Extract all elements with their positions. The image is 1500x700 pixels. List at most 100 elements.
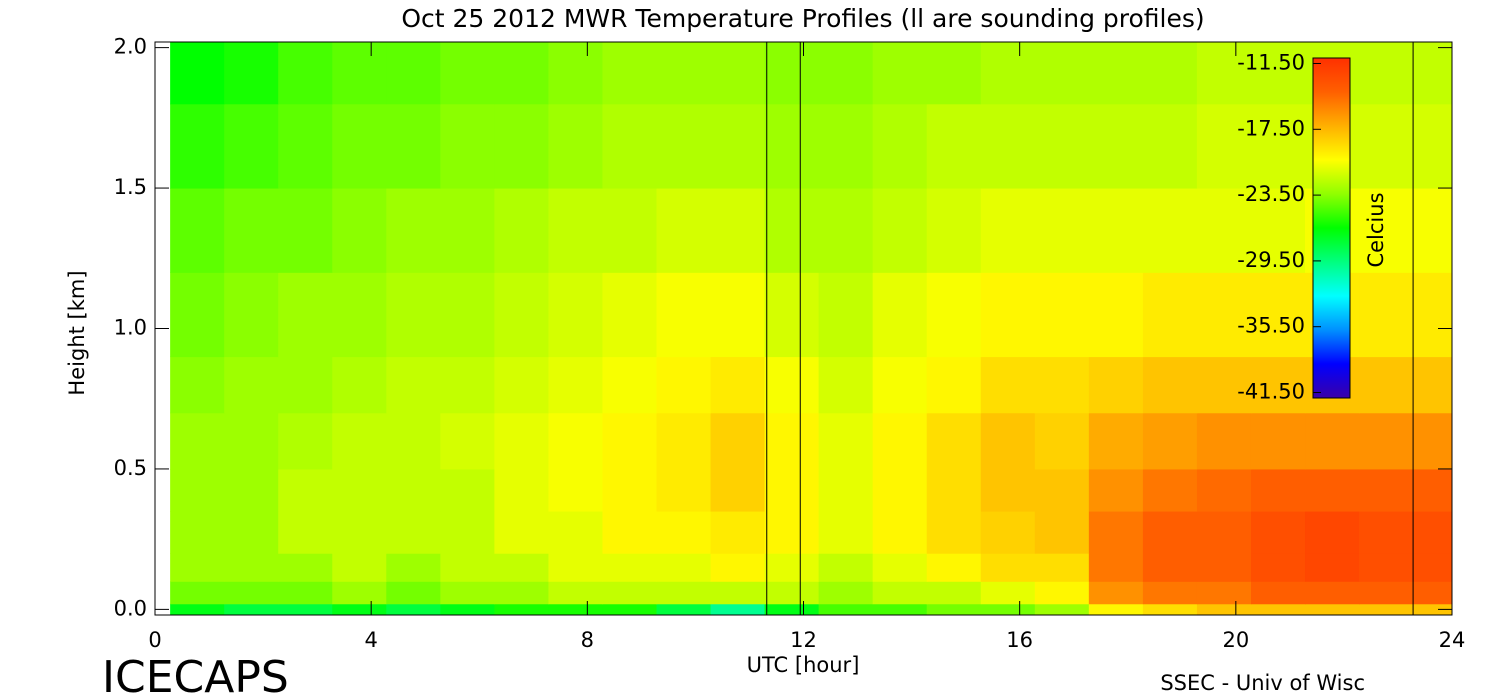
heatmap-cell <box>602 356 658 414</box>
heatmap-cell <box>980 42 1036 105</box>
heatmap-cell <box>1196 103 1252 189</box>
heatmap-cell <box>602 581 658 605</box>
heatmap-cell <box>386 272 441 358</box>
heatmap-cell <box>224 581 279 605</box>
heatmap-cell <box>1250 468 1306 512</box>
heatmap-cell <box>170 412 225 470</box>
heatmap-cell <box>872 468 928 512</box>
heatmap-cell <box>818 511 874 554</box>
heatmap-cell <box>710 511 766 554</box>
heatmap-cell <box>1305 468 1360 512</box>
colorbar-tick-label: -11.50 <box>1237 50 1305 74</box>
heatmap-cell <box>548 356 603 414</box>
heatmap-cell <box>170 356 225 414</box>
heatmap-cell <box>818 356 874 414</box>
heatmap-cell <box>872 42 928 105</box>
heatmap-cell <box>1305 511 1360 554</box>
heatmap-cell <box>170 468 225 512</box>
heatmap-cell <box>278 42 333 105</box>
heatmap-cell <box>332 412 387 470</box>
heatmap-cell <box>710 581 766 605</box>
heatmap-cell <box>1250 272 1306 358</box>
heatmap-cell <box>494 553 549 582</box>
heatmap-cell <box>224 272 279 358</box>
heatmap-cell <box>1359 272 1453 358</box>
heatmap-cell <box>872 581 928 605</box>
heatmap-cell <box>278 553 333 582</box>
heatmap-cell <box>332 103 387 189</box>
heatmap-cell <box>1196 468 1252 512</box>
heatmap-cell <box>764 412 820 470</box>
heatmap-cell <box>170 581 225 605</box>
colorbar <box>1312 57 1351 399</box>
heatmap-cell <box>1088 511 1144 554</box>
heatmap-cell <box>440 412 495 470</box>
heatmap-cell <box>1305 553 1360 582</box>
heatmap-cell <box>332 42 387 105</box>
heatmap-cell <box>224 603 279 616</box>
heatmap-cell <box>980 603 1036 616</box>
heatmap-cell <box>386 188 441 273</box>
heatmap-cell <box>1359 103 1453 189</box>
heatmap-cell <box>170 188 225 273</box>
heatmap-cell <box>1088 103 1144 189</box>
heatmap-cell <box>1142 272 1198 358</box>
heatmap-cell <box>818 581 874 605</box>
heatmap-cell <box>440 511 495 554</box>
heatmap-cell <box>1088 603 1144 616</box>
heatmap-cell <box>1142 412 1198 470</box>
heatmap-cell <box>1034 42 1090 105</box>
heatmap-cell <box>224 103 279 189</box>
footer-left: ICECAPS <box>102 652 289 700</box>
heatmap-cell <box>602 272 658 358</box>
heatmap-cell <box>980 511 1036 554</box>
heatmap-cell <box>710 272 766 358</box>
heatmap-cell <box>548 511 603 554</box>
heatmap-cell <box>224 42 279 105</box>
heatmap-cell <box>1359 581 1453 605</box>
heatmap-cell <box>224 553 279 582</box>
heatmap-cell <box>440 553 495 582</box>
heatmap-cell <box>170 42 225 105</box>
heatmap-cell <box>818 553 874 582</box>
heatmap-cell <box>1359 553 1453 582</box>
heatmap-cell <box>818 42 874 105</box>
heatmap-cell <box>494 511 549 554</box>
heatmap-cell <box>548 603 603 616</box>
heatmap-cell <box>1250 581 1306 605</box>
heatmap-cell <box>1250 511 1306 554</box>
heatmap-cell <box>710 412 766 470</box>
heatmap-cell <box>656 188 712 273</box>
heatmap-cell <box>440 42 495 105</box>
heatmap-cell <box>872 272 928 358</box>
heatmap-cell <box>494 412 549 470</box>
heatmap-cell <box>1250 188 1306 273</box>
heatmap-cell <box>494 468 549 512</box>
heatmap-cell <box>1250 603 1306 616</box>
heatmap-cell <box>872 188 928 273</box>
heatmap-cell <box>1088 42 1144 105</box>
colorbar-tick-label: -23.50 <box>1237 182 1305 206</box>
heatmap-cell <box>1196 553 1252 582</box>
heatmap-cell <box>440 603 495 616</box>
x-tick-label: 4 <box>364 628 377 652</box>
heatmap-cell <box>1034 356 1090 414</box>
y-tick-label: 0.0 <box>114 596 147 620</box>
heatmap-cell <box>710 103 766 189</box>
y-tick-label: 0.5 <box>114 456 147 480</box>
heatmap-cell <box>656 581 712 605</box>
heatmap-cell <box>764 511 820 554</box>
heatmap-cell <box>764 356 820 414</box>
heatmap-cell <box>656 468 712 512</box>
heatmap-cell <box>332 272 387 358</box>
heatmap-cell <box>602 103 658 189</box>
heatmap-cell <box>494 581 549 605</box>
heatmap-cell <box>764 42 820 105</box>
y-tick-label: 1.0 <box>114 316 147 340</box>
heatmap-cell <box>602 188 658 273</box>
heatmap-cell <box>926 581 982 605</box>
heatmap-cell <box>1142 356 1198 414</box>
heatmap-cell <box>1305 412 1360 470</box>
heatmap-cell <box>1142 511 1198 554</box>
